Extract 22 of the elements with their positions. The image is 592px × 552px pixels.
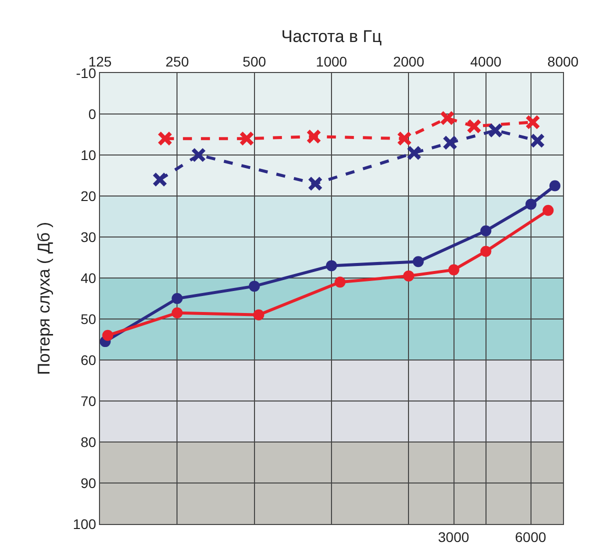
y-tick-label: 100: [72, 516, 96, 532]
x-tick-label: 125: [88, 53, 112, 70]
x-tick-label: 2000: [393, 53, 424, 70]
y-tick-label: 50: [80, 310, 96, 327]
y-tick-label: 10: [80, 146, 96, 163]
annotation: 3000: [438, 529, 470, 545]
y-tick-label: 30: [80, 228, 96, 245]
y-tick-label: 60: [80, 352, 96, 368]
x-tick-label: 500: [242, 53, 266, 70]
x-tick-label: 1000: [316, 53, 348, 70]
x-tick-label: 4000: [470, 53, 502, 70]
y-axis-title: Потеря слуха ( Дб ): [34, 222, 54, 375]
y-tick-label: 20: [80, 188, 96, 204]
y-tick-label: 0: [88, 106, 96, 122]
annotation: 6000: [515, 529, 546, 545]
y-tick-label: 80: [80, 434, 96, 450]
x-tick-label: 8000: [547, 53, 579, 70]
x-axis-title: Частота в Гц: [281, 26, 382, 46]
y-tick-label: 90: [80, 474, 96, 491]
y-tick-label: 40: [80, 270, 96, 286]
y-tick-label: 70: [80, 392, 96, 409]
x-tick-label: 250: [165, 53, 190, 70]
